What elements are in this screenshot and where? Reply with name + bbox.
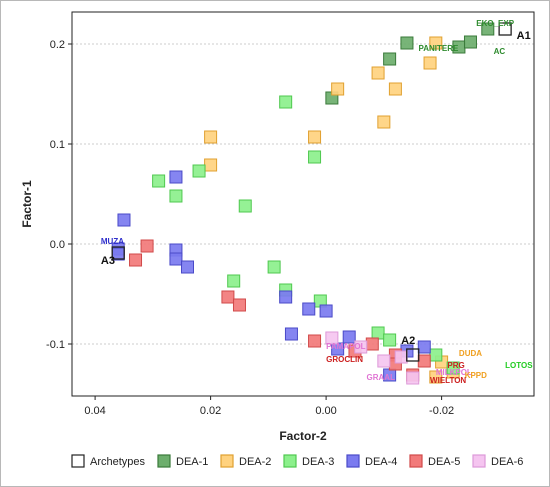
legend-swatch [472, 454, 486, 468]
data-point-dea-3 [169, 189, 183, 203]
point-annotation: A1 [517, 30, 531, 42]
point-annotation: LOTOS [505, 361, 533, 370]
point-annotation: PANITERE [419, 44, 460, 53]
legend-swatch [71, 454, 85, 468]
y-tick-label: -0.1 [46, 339, 65, 351]
y-axis-label: Factor-1 [20, 180, 34, 228]
data-point-dea-2 [429, 370, 443, 384]
legend-label: DEA-4 [365, 456, 397, 468]
y-tick-label: 0.2 [50, 39, 65, 51]
y-tick-label: 0.1 [50, 139, 65, 151]
data-point-dea-6 [394, 350, 408, 364]
point-annotation: KPPD [465, 371, 487, 380]
point-annotation: GROCLIN [326, 355, 363, 364]
data-point-dea-3 [446, 361, 460, 375]
data-point-dea-3 [308, 150, 322, 164]
legend-swatch [346, 454, 360, 468]
x-tick-label: -0.02 [429, 405, 454, 417]
data-point-dea-4 [417, 340, 431, 354]
data-point-dea-1 [481, 22, 495, 36]
data-point-archetypes [406, 348, 420, 362]
data-point-dea-2 [423, 56, 437, 70]
legend-label: DEA-6 [491, 456, 523, 468]
data-point-dea-1 [383, 52, 397, 66]
point-annotation: MUZA [101, 237, 124, 246]
point-annotation: MILKPOL [436, 368, 472, 377]
legend-label: DEA-5 [428, 456, 460, 468]
point-annotation: EKO_EXP [476, 19, 514, 28]
data-point-dea-3 [227, 274, 241, 288]
axis-ticks: 0.2 0.1 0.0 -0.1 0.04 0.02 0.00 -0.02 [46, 39, 454, 417]
legend-label: Archetypes [90, 456, 146, 468]
point-annotations: EKO_EXP PANITERE AC A1 MUZA A3 A2 PAMAPOL GROCLI… [101, 19, 533, 385]
data-point-dea-2 [377, 115, 391, 129]
point-annotation: GRAAL [367, 373, 396, 382]
point-annotation: PAMAPOL [326, 342, 366, 351]
data-point-dea-3 [238, 199, 252, 213]
data-point-dea-4 [117, 213, 131, 227]
data-point-dea-5 [308, 334, 322, 348]
point-annotation: AC [494, 47, 506, 56]
data-point-dea-5 [232, 298, 246, 312]
data-point-dea-3 [383, 333, 397, 347]
legend-swatch [157, 454, 171, 468]
x-tick-label: 0.04 [84, 405, 105, 417]
point-annotation: DUDA [459, 349, 482, 358]
data-point-dea-5 [417, 354, 431, 368]
data-point-dea-2 [204, 158, 218, 172]
data-point-dea-1 [400, 36, 414, 50]
point-annotation: WIELTON [430, 376, 466, 385]
point-annotation: A3 [101, 255, 115, 267]
data-point-dea-3 [429, 348, 443, 362]
legend: Archetypes DEA-1 DEA-2 DEA-3 DEA-4 DEA-5 DEA-6 [71, 454, 523, 468]
x-axis-label: Factor-2 [279, 429, 327, 443]
plot-area [71, 11, 535, 397]
data-point-dea-4 [169, 252, 183, 266]
data-point-dea-2 [204, 130, 218, 144]
grid-lines [72, 43, 534, 345]
data-point-dea-6 [377, 354, 391, 368]
point-annotation: A2 [401, 335, 415, 347]
data-point-dea-3 [371, 326, 385, 340]
data-points [111, 22, 512, 385]
legend-label: DEA-1 [176, 456, 208, 468]
data-point-dea-5 [365, 337, 379, 351]
data-point-dea-4 [342, 330, 356, 344]
data-point-dea-4 [302, 302, 316, 316]
legend-swatch [283, 454, 297, 468]
data-point-dea-6 [354, 340, 368, 354]
data-point-dea-3 [192, 164, 206, 178]
data-point-archetypes [111, 246, 125, 260]
data-point-dea-2 [371, 66, 385, 80]
legend-label: DEA-3 [302, 456, 334, 468]
x-tick-label: 0.00 [315, 405, 336, 417]
data-point-dea-5 [140, 239, 154, 253]
data-point-dea-2 [429, 36, 443, 50]
data-point-dea-6 [406, 371, 420, 385]
data-point-dea-4 [284, 327, 298, 341]
data-point-dea-3 [152, 174, 166, 188]
data-point-dea-1 [463, 35, 477, 49]
data-point-dea-4 [169, 170, 183, 184]
y-tick-label: 0.0 [50, 239, 65, 251]
data-point-dea-2 [388, 82, 402, 96]
data-point-dea-4 [279, 290, 293, 304]
data-point-archetypes [498, 22, 512, 36]
point-annotation: PRG [447, 361, 464, 370]
data-point-dea-6 [325, 331, 339, 345]
data-point-dea-4 [181, 260, 194, 274]
data-point-dea-4 [319, 304, 333, 318]
data-point-dea-2 [331, 82, 345, 96]
legend-swatch [220, 454, 234, 468]
data-point-dea-5 [221, 290, 235, 304]
data-point-dea-5 [129, 253, 143, 267]
legend-swatch [409, 454, 423, 468]
x-tick-label: 0.02 [200, 405, 221, 417]
data-point-dea-3 [267, 260, 281, 274]
legend-label: DEA-2 [239, 456, 271, 468]
data-point-dea-3 [279, 95, 293, 109]
data-point-dea-2 [308, 130, 322, 144]
